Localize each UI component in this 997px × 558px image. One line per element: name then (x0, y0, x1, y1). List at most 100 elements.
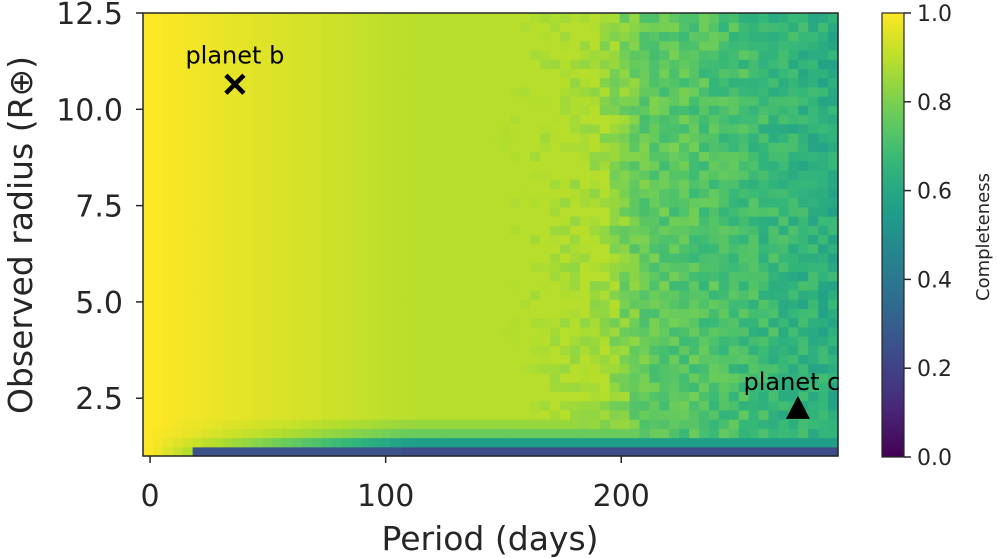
heatmap-cell (172, 96, 184, 106)
heatmap-cell (659, 13, 670, 23)
heatmap-cell (619, 77, 631, 88)
heatmap-cell (718, 428, 730, 439)
heatmap-cell (252, 31, 263, 42)
heatmap-cell (679, 243, 690, 254)
heatmap-cell (530, 363, 541, 374)
heatmap-cell (828, 252, 839, 263)
heatmap-cell (788, 317, 799, 328)
heatmap-cell (490, 86, 502, 97)
heatmap-cell (252, 336, 263, 346)
heatmap-cell (371, 123, 382, 134)
heatmap-cell (361, 317, 372, 328)
heatmap-cell (391, 326, 402, 337)
heatmap-cell (192, 105, 204, 116)
heatmap-cell (440, 409, 452, 420)
heatmap-cell (480, 419, 492, 429)
heatmap-cell (669, 105, 680, 116)
heatmap-cell (718, 68, 730, 79)
heatmap-cell (470, 345, 482, 356)
heatmap-cell (152, 234, 164, 245)
heatmap-cell (579, 31, 591, 42)
heatmap-cell (202, 271, 214, 282)
heatmap-cell (768, 234, 780, 245)
heatmap-cell (262, 252, 273, 263)
heatmap-cell (351, 179, 363, 189)
heatmap-cell (778, 68, 789, 79)
heatmap-cell (192, 234, 204, 245)
heatmap-cell (798, 363, 809, 374)
heatmap-cell (232, 151, 243, 162)
heatmap-cell (788, 437, 799, 448)
heatmap-cell (520, 216, 531, 226)
heatmap-cell (421, 216, 432, 226)
heatmap-cell (778, 289, 789, 300)
heatmap-cell (728, 216, 740, 226)
heatmap-cell (291, 400, 303, 411)
heatmap-cell (530, 345, 541, 356)
heatmap-cell (728, 326, 740, 337)
heatmap-cell (520, 317, 531, 328)
heatmap-cell (381, 68, 392, 79)
heatmap-cell (331, 271, 343, 282)
heatmap-cell (222, 262, 233, 273)
heatmap-cell (738, 22, 750, 33)
heatmap-cell (212, 252, 224, 263)
heatmap-cell (222, 363, 233, 374)
heatmap-cell (569, 317, 581, 328)
heatmap-cell (430, 234, 442, 245)
heatmap-cell (192, 363, 204, 374)
heatmap-cell (440, 280, 452, 291)
heatmap-cell (579, 188, 591, 199)
heatmap-cell (381, 206, 392, 217)
heatmap-cell (520, 197, 531, 208)
heatmap-cell (699, 132, 710, 143)
heatmap-cell (421, 77, 432, 88)
heatmap-cell (738, 400, 750, 411)
heatmap-cell (778, 354, 789, 365)
heatmap-cell (421, 428, 432, 439)
heatmap-cell (381, 317, 392, 328)
heatmap-cell (411, 123, 422, 134)
heatmap-cell (291, 280, 303, 291)
heatmap-cell (808, 326, 819, 337)
heatmap-cell (639, 437, 650, 448)
heatmap-cell (818, 382, 829, 392)
heatmap-cell (500, 96, 511, 106)
heatmap-cell (341, 68, 353, 79)
heatmap-cell (321, 77, 333, 88)
heatmap-cell (689, 234, 700, 245)
heatmap-cell (172, 179, 184, 189)
heatmap-cell (272, 400, 283, 411)
heatmap-cell (828, 354, 839, 365)
heatmap-cell (599, 299, 611, 309)
heatmap-cell (341, 22, 353, 33)
heatmap-cell (421, 317, 432, 328)
heatmap-cell (609, 234, 621, 245)
heatmap-cell (480, 363, 492, 374)
heatmap-cell (192, 271, 204, 282)
heatmap-cell (172, 299, 184, 309)
heatmap-cell (222, 317, 233, 328)
heatmap-cell (699, 428, 710, 439)
heatmap-cell (311, 299, 323, 309)
heatmap-cell (808, 252, 819, 263)
heatmap-cell (391, 179, 402, 189)
heatmap-cell (560, 428, 571, 439)
heatmap-cell (510, 271, 521, 282)
heatmap-cell (321, 234, 333, 245)
heatmap-cell (728, 252, 740, 263)
heatmap-cell (788, 289, 799, 300)
heatmap-cell (232, 409, 243, 420)
heatmap-cell (341, 299, 353, 309)
heatmap-cell (738, 49, 750, 60)
heatmap-cell (788, 225, 799, 236)
heatmap-cell (381, 262, 392, 273)
heatmap-cell (291, 132, 303, 143)
heatmap-cell (381, 151, 392, 162)
heatmap-cell (470, 437, 482, 448)
heatmap-cell (609, 188, 621, 199)
heatmap-cell (629, 216, 641, 226)
heatmap-cell (202, 197, 214, 208)
heatmap-cell (321, 13, 333, 23)
heatmap-cell (788, 142, 799, 153)
